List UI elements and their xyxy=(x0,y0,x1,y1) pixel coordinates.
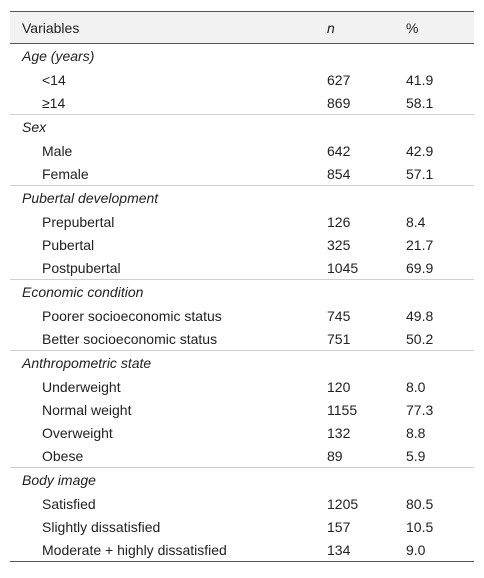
data-row: Slightly dissatisfied 157 10.5 xyxy=(10,515,474,538)
row-label: Prepubertal xyxy=(42,213,115,230)
data-row: Postpubertal 1045 69.9 xyxy=(10,256,474,280)
cell-value: 50.2 xyxy=(406,330,434,347)
cell-value: 5.9 xyxy=(406,447,426,464)
header-cell: n xyxy=(320,11,399,44)
cell-value: 854 xyxy=(327,165,351,182)
cell-value: 42.9 xyxy=(406,142,434,159)
group-row: Sex xyxy=(10,114,474,139)
group-row: Body image xyxy=(10,467,474,492)
row-label: Male xyxy=(42,142,73,159)
cell-value: 69.9 xyxy=(406,259,434,276)
group-label: Body image xyxy=(10,467,474,492)
cell-value: 1045 xyxy=(327,259,359,276)
group-row: Pubertal development xyxy=(10,185,474,210)
cell-value: 77.3 xyxy=(406,401,434,418)
cell-value: 10.5 xyxy=(406,518,434,535)
cell-value: 1205 xyxy=(327,495,359,512)
data-row: <14 627 41.9 xyxy=(10,68,474,91)
cell-value: 325 xyxy=(327,236,351,253)
cell-value: 80.5 xyxy=(406,495,434,512)
group-row: Anthropometric state xyxy=(10,350,474,375)
cell-value: 134 xyxy=(327,541,351,558)
cell-value: 58.1 xyxy=(406,94,434,111)
data-row: Prepubertal 126 8.4 xyxy=(10,210,474,233)
data-row: Poorer socioeconomic status 745 49.8 xyxy=(10,304,474,327)
cell-value: 89 xyxy=(327,447,343,464)
row-label: Normal weight xyxy=(42,401,132,418)
cell-value: 57.1 xyxy=(406,165,434,182)
header-row: Variables n % xyxy=(10,11,474,44)
cell-value: 1155 xyxy=(327,401,358,418)
cell-value: 21.7 xyxy=(406,236,434,253)
data-row: ≥14 869 58.1 xyxy=(10,91,474,115)
header-cell: Variables xyxy=(10,11,320,44)
row-label: <14 xyxy=(42,71,66,88)
row-label: Overweight xyxy=(42,424,113,441)
cell-value: 157 xyxy=(327,518,351,535)
data-row: Obese 89 5.9 xyxy=(10,444,474,468)
cell-value: 120 xyxy=(327,378,351,395)
table-header: Variables n % xyxy=(10,11,474,44)
data-row: Male 642 42.9 xyxy=(10,139,474,162)
cell-value: 132 xyxy=(327,424,351,441)
cell-value: 8.0 xyxy=(406,378,426,395)
group-label: Economic condition xyxy=(10,279,474,304)
cell-value: 627 xyxy=(327,71,351,88)
group-row: Economic condition xyxy=(10,279,474,304)
cell-value: 751 xyxy=(327,330,351,347)
data-row: Female 854 57.1 xyxy=(10,162,474,186)
row-label: Satisfied xyxy=(42,495,96,512)
row-label: ≥14 xyxy=(42,94,66,111)
row-label: Underweight xyxy=(42,378,121,395)
data-row: Satisfied 1205 80.5 xyxy=(10,492,474,515)
row-label: Obese xyxy=(42,447,84,464)
row-label: Female xyxy=(42,165,89,182)
row-label: Poorer socioeconomic status xyxy=(42,307,222,324)
data-row: Underweight 120 8.0 xyxy=(10,375,474,398)
table: Variables n % Age (years) <14 627 41.9 ≥14 86… xyxy=(10,11,474,562)
group-label: Anthropometric state xyxy=(10,350,474,375)
group-label: Age (years) xyxy=(22,48,95,64)
group-row: Age (years) xyxy=(10,44,474,69)
data-row: Moderate + highly dissatisfied 134 9.0 xyxy=(10,538,474,562)
row-label: Better socioeconomic status xyxy=(42,330,218,347)
row-label: Postpubertal xyxy=(42,259,121,276)
cell-value: 869 xyxy=(327,94,351,111)
cell-value: 745 xyxy=(327,307,351,324)
table-container: Variables n % Age (years) <14 627 41.9 ≥14 86… xyxy=(10,11,474,562)
row-label: Moderate + highly dissatisfied xyxy=(42,541,227,558)
cell-value: 9.0 xyxy=(406,541,426,558)
data-row: Better socioeconomic status 751 50.2 xyxy=(10,327,474,351)
cell-value: 8.8 xyxy=(406,424,426,441)
header-cell: % xyxy=(399,11,474,44)
cell-value: 8.4 xyxy=(406,213,426,230)
cell-value: 642 xyxy=(327,142,351,159)
row-label: Slightly dissatisfied xyxy=(42,518,161,535)
data-row: Overweight 132 8.8 xyxy=(10,421,474,444)
row-label: Pubertal xyxy=(42,236,95,253)
cell-value: 49.8 xyxy=(406,307,434,324)
group-label: Sex xyxy=(10,114,474,139)
data-row: Normal weight 1155 77.3 xyxy=(10,398,474,421)
data-row: Pubertal 325 21.7 xyxy=(10,233,474,256)
cell-value: 41.9 xyxy=(406,71,434,88)
group-label: Pubertal development xyxy=(10,185,474,210)
table-body: Age (years) <14 627 41.9 ≥14 869 58.1 Sex Male 64… xyxy=(10,44,474,562)
cell-value: 126 xyxy=(327,213,351,230)
